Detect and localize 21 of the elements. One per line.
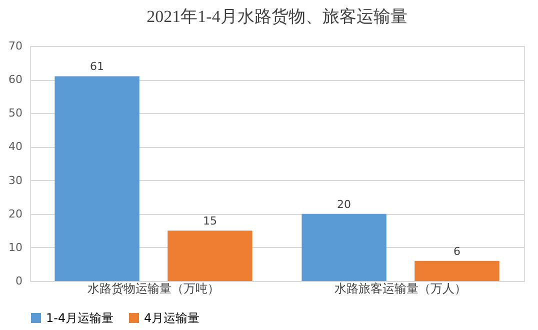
y-tick-label: 30 — [8, 174, 22, 187]
bar — [54, 76, 140, 281]
data-label: 6 — [453, 244, 460, 258]
y-tick-label: 60 — [8, 73, 22, 86]
data-label: 61 — [90, 60, 104, 74]
bar — [414, 260, 500, 281]
legend-label: 1-4月运输量 — [46, 311, 114, 325]
data-label: 15 — [202, 214, 217, 228]
chart-title: 2021年1-4月水路货物、旅客运输量 — [146, 7, 408, 26]
y-tick-label: 70 — [8, 40, 22, 52]
legend-label: 4月运输量 — [144, 311, 200, 325]
y-tick-label: 0 — [16, 274, 22, 288]
x-tick-label: 水路旅客运输量（万人） — [334, 282, 466, 296]
x-tick-label: 水路货物运输量（万吨） — [88, 282, 220, 296]
y-tick-label: 10 — [8, 240, 22, 254]
y-tick-label: 40 — [8, 140, 22, 154]
bar — [168, 230, 252, 281]
y-tick-label: 20 — [8, 207, 22, 220]
bar — [302, 214, 386, 281]
y-tick-label: 50 — [8, 106, 22, 120]
data-label: 20 — [337, 198, 352, 211]
